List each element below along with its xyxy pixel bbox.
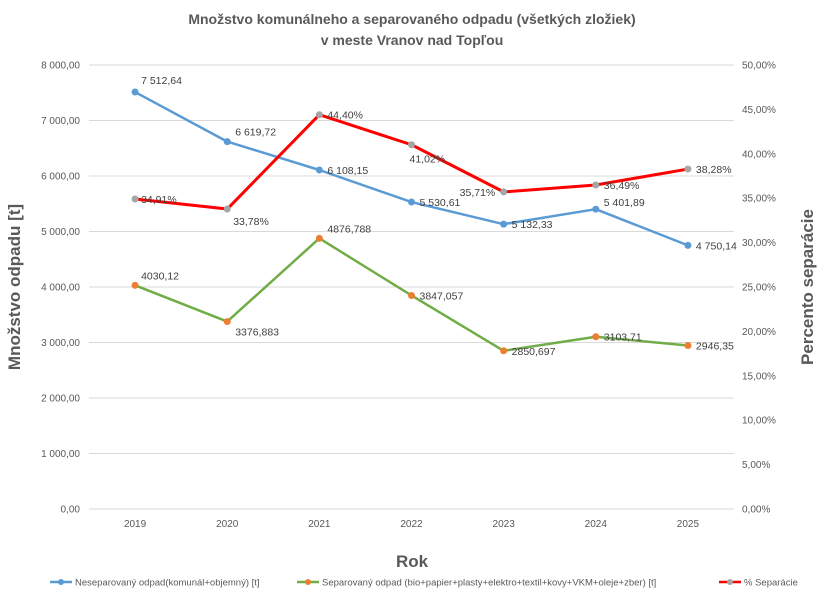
y2-tick-label: 45,00%: [742, 105, 776, 116]
data-label: 3847,057: [420, 290, 464, 302]
y2-axis-title: Percento separácie: [798, 209, 817, 365]
data-label: 5 132,33: [512, 219, 553, 231]
y-tick-label: 5 000,00: [41, 227, 80, 238]
y2-tick-label: 10,00%: [742, 416, 776, 427]
data-point: [684, 165, 692, 173]
data-point: [684, 341, 692, 349]
data-label: 4876,788: [327, 223, 371, 235]
data-point: [315, 234, 323, 242]
data-point: [500, 347, 508, 355]
data-label: 6 108,15: [327, 165, 368, 177]
data-label: 34,91%: [141, 194, 177, 206]
y2-tick-label: 35,00%: [742, 194, 776, 205]
data-label: 36,49%: [604, 180, 640, 192]
data-label: 2946,35: [696, 340, 734, 352]
data-point: [592, 205, 600, 213]
data-label: 5 401,89: [604, 197, 645, 209]
series-line: [134, 90, 689, 247]
data-point: [408, 198, 415, 206]
y-tick-label: 3 000,00: [41, 338, 80, 349]
data-point: [315, 166, 323, 174]
x-tick-label: 2025: [677, 519, 700, 530]
y-axis-title: Množstvo odpadu [t]: [5, 204, 24, 370]
data-point: [223, 138, 231, 146]
y2-tick-label: 30,00%: [742, 238, 776, 249]
legend: Neseparovaný odpad(komunál+objemný) [t] S…: [50, 578, 798, 589]
chart-title-line-1: Množstvo komunálneho a separovaného odpa…: [188, 11, 635, 27]
chart-title-line-2: v meste Vranov nad Topľou: [321, 32, 504, 48]
x-tick-label: 2023: [493, 519, 516, 530]
data-point: [500, 188, 508, 196]
data-label: 35,71%: [460, 187, 496, 199]
data-label: 33,78%: [233, 216, 269, 228]
x-tick-label: 2019: [124, 519, 147, 530]
y-tick-label: 2 000,00: [41, 394, 80, 405]
data-point: [223, 318, 231, 326]
x-tick-label: 2020: [216, 519, 239, 530]
y2-tick-label: 20,00%: [742, 327, 776, 338]
data-point: [315, 111, 323, 119]
x-tick-label: 2024: [585, 519, 608, 530]
data-label: 3103,71: [604, 332, 642, 344]
x-tick-label: 2022: [400, 519, 423, 530]
data-label: 6 619,72: [235, 127, 276, 139]
data-point: [684, 241, 692, 249]
y2-tick-label: 50,00%: [742, 61, 776, 72]
data-label: 4 750,14: [696, 240, 737, 252]
y2-tick-label: 40,00%: [742, 149, 776, 160]
legend-swatch-marker: [727, 579, 733, 585]
data-point: [131, 195, 139, 203]
x-axis-title: Rok: [396, 552, 429, 571]
data-point: [223, 205, 231, 213]
legend-label: % Separácie: [744, 578, 798, 589]
legend-swatch-marker: [58, 579, 64, 585]
data-label: 5 530,61: [420, 197, 461, 209]
data-label: 41,02%: [410, 154, 446, 166]
y-tick-label: 1 000,00: [41, 449, 80, 460]
data-point: [592, 333, 600, 341]
y2-tick-label: 15,00%: [742, 371, 776, 382]
legend-label: Separovaný odpad (bio+papier+plasty+elek…: [322, 578, 656, 589]
y2-tick-label: 25,00%: [742, 283, 776, 294]
y-tick-label: 6 000,00: [41, 172, 80, 183]
data-label: 3376,883: [235, 327, 279, 339]
y-tick-label: 0,00: [61, 505, 81, 516]
y-tick-label: 4 000,00: [41, 283, 80, 294]
data-label: 4030,12: [141, 270, 179, 282]
data-label: 38,28%: [696, 164, 732, 176]
data-label: 7 512,64: [141, 75, 182, 87]
legend-label: Neseparovaný odpad(komunál+objemný) [t]: [75, 578, 260, 589]
data-point: [131, 281, 139, 289]
data-point: [500, 220, 508, 228]
legend-swatch-marker: [305, 579, 311, 585]
y-tick-label: 8 000,00: [41, 61, 80, 72]
data-point: [131, 88, 139, 96]
data-point: [592, 181, 600, 189]
y2-tick-label: 0,00%: [742, 505, 770, 516]
data-point: [408, 141, 415, 149]
x-tick-label: 2021: [308, 519, 331, 530]
data-label: 2850,697: [512, 346, 556, 358]
y2-tick-label: 5,00%: [742, 460, 770, 471]
data-point: [408, 291, 415, 299]
y-tick-label: 7 000,00: [41, 116, 80, 127]
data-label: 44,40%: [327, 110, 363, 122]
